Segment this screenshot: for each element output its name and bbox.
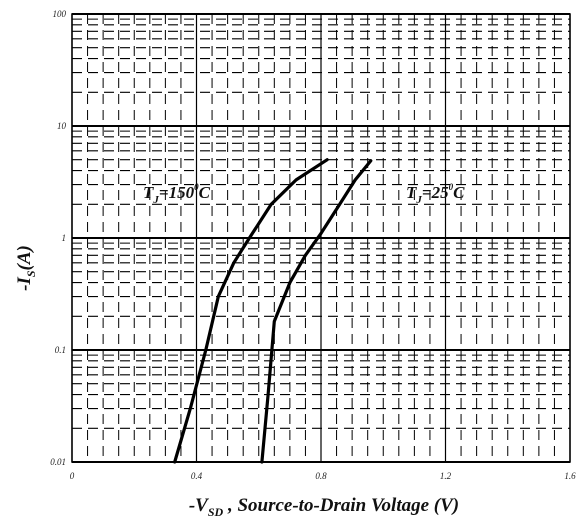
x-tick-label: 1.6 xyxy=(564,471,576,481)
y-tick-label: 0.1 xyxy=(55,345,66,355)
x-axis-title: -VSD , Source-to-Drain Voltage (V) xyxy=(189,495,459,519)
y-tick-label: 0.01 xyxy=(50,457,66,467)
series-line-tj-25c xyxy=(260,159,373,464)
y-axis-title: -IS(A) xyxy=(14,245,38,291)
curve-label-150: TJ=1500C xyxy=(143,182,211,206)
x-tick-label: 1.2 xyxy=(440,471,452,481)
x-tick-label: 0.4 xyxy=(191,471,203,481)
tick-labels: 0.01 0.1 1 10 100 0 0.4 0.8 1.2 1.6 xyxy=(50,9,576,481)
y-tick-label: 1 xyxy=(62,233,67,243)
x-tick-label: 0 xyxy=(70,471,75,481)
x-tick-label: 0.8 xyxy=(315,471,327,481)
curve-label-25: TJ=250C xyxy=(406,182,465,206)
plot-frame xyxy=(71,13,571,463)
curves xyxy=(173,158,373,464)
grid xyxy=(71,13,571,463)
y-tick-label: 100 xyxy=(53,9,67,19)
y-tick-label: 10 xyxy=(57,121,67,131)
series-line-tj-150c xyxy=(173,158,329,464)
